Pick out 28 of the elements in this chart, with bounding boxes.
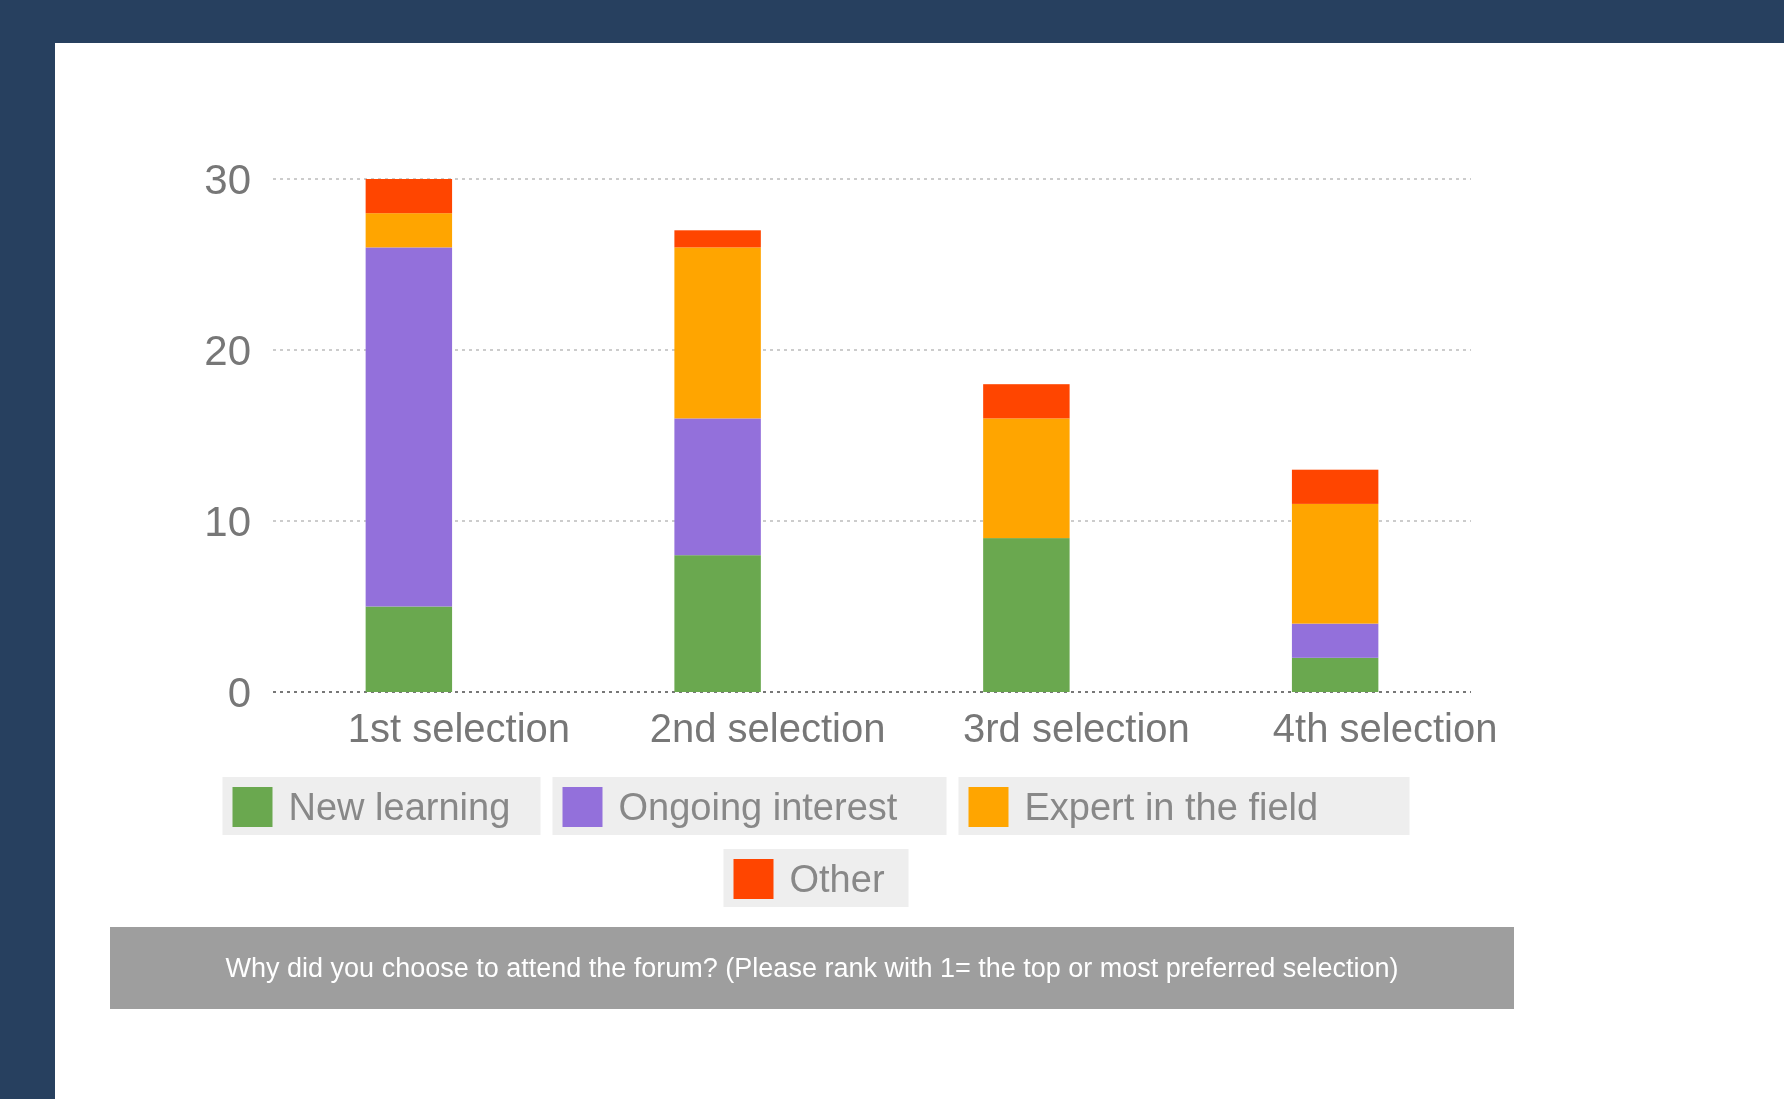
x-tick-label: 4th selection [1272,706,1498,750]
bar [365,179,453,214]
x-tick-label: 1st selection [347,706,571,750]
bar [1291,469,1379,504]
bar [1291,623,1379,658]
y-tick-label: 10 [204,497,251,545]
bar [365,606,453,692]
bar [365,213,453,248]
bar [983,384,1070,419]
bar [983,418,1070,539]
bar [983,538,1070,692]
bar [674,230,761,248]
bar [1291,503,1379,624]
y-tick-label: 0 [227,668,251,716]
legend-label: Expert in the field [1024,786,1319,829]
bar [674,418,761,556]
legend-label: Ongoing interest [618,786,898,829]
x-tick-label: 2nd selection [649,706,886,750]
y-tick-label: 30 [204,155,251,203]
x-tick-label: 3rd selection [962,706,1190,750]
legend-label: New learning [288,786,511,829]
y-tick-label: 20 [204,326,251,374]
bar [674,247,761,419]
text: Why did you choose to attend the forum? (Please rank with 1= the top or most preferred selection) [225,953,1399,984]
bar [1291,657,1379,692]
bar [674,555,761,692]
bar [365,247,453,607]
legend-label: Other [789,858,885,901]
